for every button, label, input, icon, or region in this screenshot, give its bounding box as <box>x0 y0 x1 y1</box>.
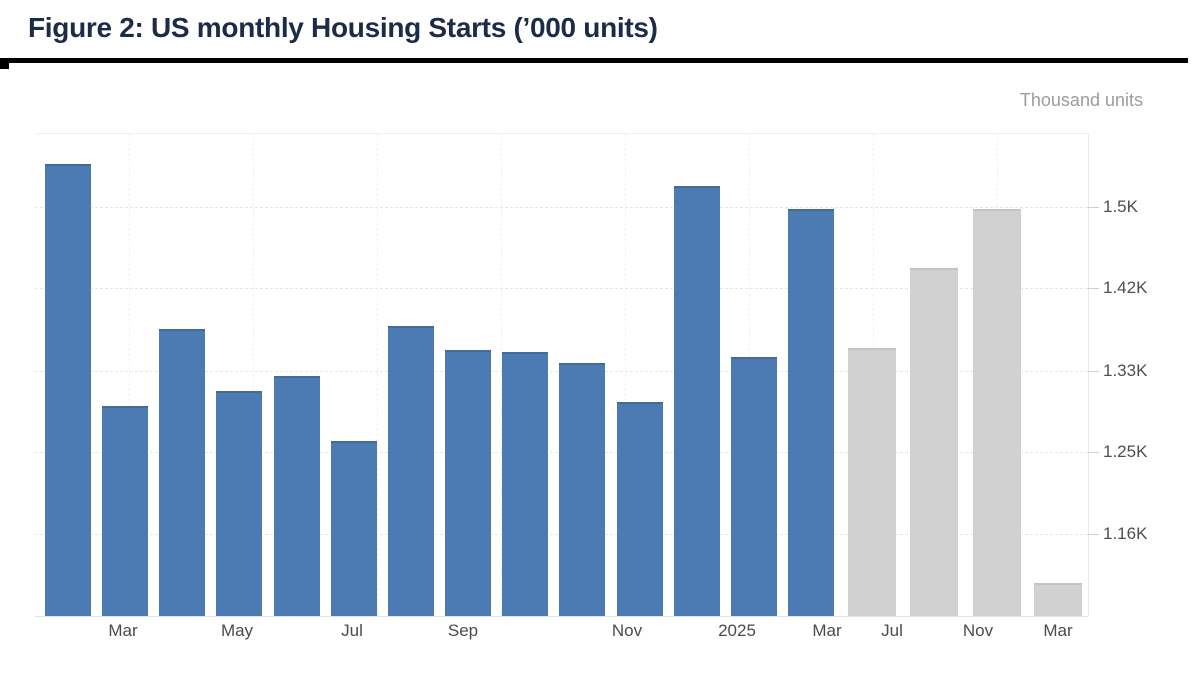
y-tick-label-1.5K: 1.5K <box>1103 196 1138 216</box>
x-tick-label-4-Nov: Nov <box>611 621 643 640</box>
bar-forecast-1 <box>848 347 896 616</box>
x-tick-label-5-2025: 2025 <box>718 621 756 640</box>
bar-actual-10 <box>559 362 605 616</box>
y-tick-label-1.33K: 1.33K <box>1103 360 1148 380</box>
x-tick-label-7-Jul: Jul <box>881 621 903 640</box>
gridline-horizontal-1.5K <box>35 206 1088 208</box>
bar-actual-11 <box>617 401 663 616</box>
y-tick-mark-1.5K <box>1088 206 1099 208</box>
bar-actual-7 <box>388 326 434 616</box>
bar-actual-2 <box>102 405 148 616</box>
y-axis-unit-label: Thousand units <box>1019 90 1143 110</box>
x-tick-label-8-Nov: Nov <box>962 621 994 640</box>
y-tick-mark-1.33K <box>1088 370 1099 372</box>
bar-forecast-3 <box>973 208 1021 616</box>
bar-actual-1 <box>45 164 91 616</box>
figure-title: Figure 2: US monthly Housing Starts (’00… <box>28 12 658 43</box>
bar-actual-9 <box>502 351 548 616</box>
x-tick-label-1-May: May <box>220 621 254 640</box>
bar-actual-6 <box>331 441 377 616</box>
bar-actual-3 <box>159 329 205 616</box>
y-tick-label-1.16K: 1.16K <box>1103 523 1148 543</box>
bar-actual-8 <box>445 349 491 616</box>
x-tick-label-0-Mar: Mar <box>108 621 138 640</box>
bar-actual-13 <box>731 356 777 616</box>
y-tick-mark-1.16K <box>1088 533 1099 535</box>
plot-border-right <box>1088 133 1089 616</box>
bar-actual-12 <box>674 186 720 616</box>
gridline-vertical-0 <box>129 133 130 616</box>
x-tick-label-3-Sep: Sep <box>447 621 479 640</box>
gridline-vertical-1 <box>253 133 254 616</box>
bar-actual-5 <box>274 376 320 616</box>
y-tick-mark-1.25K <box>1088 452 1099 454</box>
y-tick-mark-1.42K <box>1088 288 1099 290</box>
bar-actual-4 <box>216 391 262 616</box>
gridline-vertical-2 <box>377 133 378 616</box>
y-tick-label-1.25K: 1.25K <box>1103 442 1148 462</box>
title-underline-cap <box>0 58 9 69</box>
bar-actual-14 <box>788 208 834 616</box>
gridline-vertical-3 <box>501 133 502 616</box>
bar-forecast-4 <box>1034 582 1082 616</box>
x-tick-label-9-Mar: Mar <box>1043 621 1073 640</box>
plot-border-top <box>35 133 1088 134</box>
x-tick-label-2-Jul: Jul <box>341 621 363 640</box>
y-tick-label-1.42K: 1.42K <box>1103 278 1148 298</box>
bar-forecast-2 <box>910 268 958 616</box>
gridline-horizontal-1.42K <box>35 288 1088 290</box>
title-underline <box>6 58 1188 63</box>
gridline-vertical-4 <box>625 133 626 616</box>
plot-border-bottom <box>35 616 1088 617</box>
x-tick-label-6-Mar: Mar <box>812 621 842 640</box>
